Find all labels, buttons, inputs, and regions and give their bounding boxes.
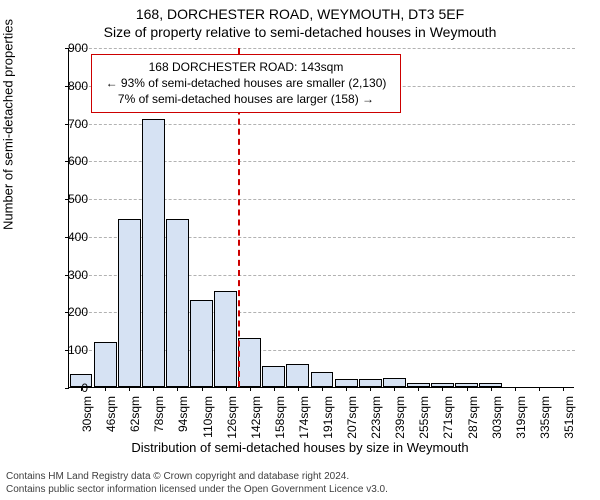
histogram-bar bbox=[311, 372, 334, 387]
x-tick-mark bbox=[274, 387, 275, 391]
x-tick-label: 46sqm bbox=[104, 396, 118, 446]
x-tick-mark bbox=[105, 387, 106, 391]
x-tick-label: 351sqm bbox=[562, 396, 576, 446]
x-tick-mark bbox=[442, 387, 443, 391]
x-tick-label: 78sqm bbox=[152, 396, 166, 446]
y-tick-label: 400 bbox=[48, 230, 88, 244]
y-tick-label: 300 bbox=[48, 268, 88, 282]
x-tick-label: 62sqm bbox=[128, 396, 142, 446]
y-tick-label: 900 bbox=[48, 41, 88, 55]
x-tick-label: 110sqm bbox=[201, 396, 215, 446]
x-tick-mark bbox=[515, 387, 516, 391]
y-tick-label: 0 bbox=[48, 381, 88, 395]
y-tick-label: 600 bbox=[48, 154, 88, 168]
x-tick-mark bbox=[539, 387, 540, 391]
x-tick-mark bbox=[129, 387, 130, 391]
x-tick-label: 158sqm bbox=[273, 396, 287, 446]
x-tick-mark bbox=[153, 387, 154, 391]
x-tick-label: 94sqm bbox=[176, 396, 190, 446]
x-tick-label: 335sqm bbox=[538, 396, 552, 446]
gridline bbox=[69, 48, 575, 49]
y-tick-label: 800 bbox=[48, 79, 88, 93]
x-tick-mark bbox=[491, 387, 492, 391]
x-tick-label: 126sqm bbox=[225, 396, 239, 446]
x-tick-label: 287sqm bbox=[466, 396, 480, 446]
x-tick-label: 30sqm bbox=[80, 396, 94, 446]
x-tick-label: 319sqm bbox=[514, 396, 528, 446]
x-tick-mark bbox=[394, 387, 395, 391]
histogram-bar bbox=[166, 219, 189, 387]
x-tick-mark bbox=[177, 387, 178, 391]
annotation-line: ← 93% of semi-detached houses are smalle… bbox=[98, 75, 394, 91]
x-tick-label: 207sqm bbox=[345, 396, 359, 446]
x-tick-label: 271sqm bbox=[441, 396, 455, 446]
histogram-bar bbox=[286, 364, 309, 387]
page: 168, DORCHESTER ROAD, WEYMOUTH, DT3 5EF … bbox=[0, 0, 600, 500]
x-tick-mark bbox=[370, 387, 371, 391]
x-tick-label: 174sqm bbox=[297, 396, 311, 446]
histogram-chart: 168 DORCHESTER ROAD: 143sqm← 93% of semi… bbox=[68, 48, 574, 388]
histogram-bar bbox=[335, 379, 358, 387]
x-tick-mark bbox=[226, 387, 227, 391]
x-axis-label: Distribution of semi-detached houses by … bbox=[0, 440, 600, 455]
histogram-bar bbox=[94, 342, 117, 387]
histogram-bar bbox=[190, 300, 213, 387]
x-tick-mark bbox=[322, 387, 323, 391]
x-tick-mark bbox=[202, 387, 203, 391]
attribution-line2: Contains public sector information licen… bbox=[6, 484, 594, 497]
x-tick-label: 255sqm bbox=[417, 396, 431, 446]
x-tick-label: 303sqm bbox=[490, 396, 504, 446]
x-tick-label: 142sqm bbox=[249, 396, 263, 446]
y-tick-label: 100 bbox=[48, 343, 88, 357]
x-tick-label: 223sqm bbox=[369, 396, 383, 446]
plot-area: 168 DORCHESTER ROAD: 143sqm← 93% of semi… bbox=[68, 48, 574, 388]
page-subtitle: Size of property relative to semi-detach… bbox=[0, 24, 600, 40]
histogram-bar bbox=[238, 338, 261, 387]
attribution: Contains HM Land Registry data © Crown c… bbox=[6, 471, 594, 496]
y-tick-label: 200 bbox=[48, 305, 88, 319]
annotation-line: 7% of semi-detached houses are larger (1… bbox=[98, 91, 394, 107]
histogram-bar bbox=[359, 379, 382, 387]
histogram-bar bbox=[118, 219, 141, 387]
histogram-bar bbox=[262, 366, 285, 387]
x-tick-label: 191sqm bbox=[321, 396, 335, 446]
histogram-bar bbox=[383, 378, 406, 387]
x-tick-mark bbox=[563, 387, 564, 391]
x-tick-mark bbox=[418, 387, 419, 391]
x-tick-mark bbox=[346, 387, 347, 391]
x-tick-mark bbox=[298, 387, 299, 391]
y-axis-label: Number of semi-detached properties bbox=[1, 19, 16, 230]
x-tick-label: 239sqm bbox=[393, 396, 407, 446]
y-tick-label: 500 bbox=[48, 192, 88, 206]
histogram-bar bbox=[214, 291, 237, 387]
annotation-line: 168 DORCHESTER ROAD: 143sqm bbox=[98, 59, 394, 75]
annotation-box: 168 DORCHESTER ROAD: 143sqm← 93% of semi… bbox=[91, 54, 401, 113]
histogram-bar bbox=[142, 119, 165, 387]
x-tick-mark bbox=[250, 387, 251, 391]
page-title: 168, DORCHESTER ROAD, WEYMOUTH, DT3 5EF bbox=[0, 6, 600, 22]
attribution-line1: Contains HM Land Registry data © Crown c… bbox=[6, 471, 594, 484]
x-tick-mark bbox=[467, 387, 468, 391]
y-tick-label: 700 bbox=[48, 117, 88, 131]
